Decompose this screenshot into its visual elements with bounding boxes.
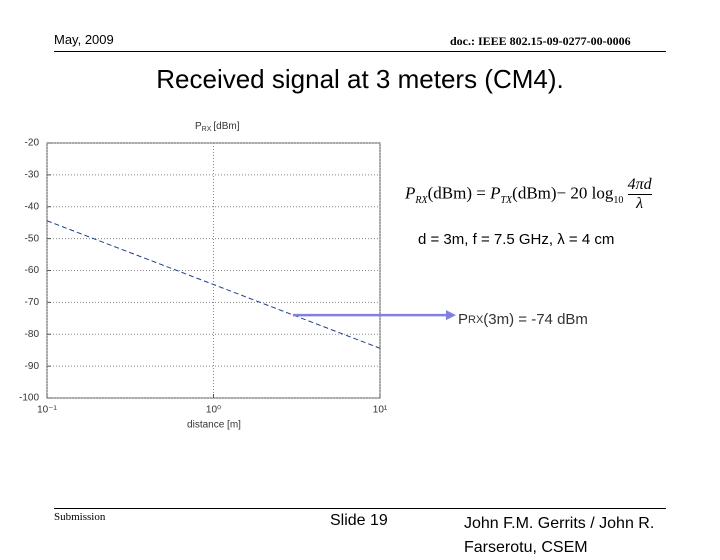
footer-left: Submission [54,511,106,523]
x-axis-label: distance [m] [187,420,241,431]
author: John F.M. Gerrits / John R. Farserotu, C… [464,515,655,556]
header-rule [54,51,666,52]
x-tick-label: 10⁰ [206,405,221,416]
y-tick-label: -90 [25,361,40,372]
formula-denominator: λ [636,195,644,212]
formula-fraction: 4πd λ [627,176,652,213]
formula-p: P [490,183,501,203]
y-tick-label: -40 [25,201,40,212]
y-label-unit: [dBm] [213,121,239,132]
y-tick-label: -60 [25,265,40,276]
footer-rule [54,508,666,509]
slide-number: Slide 19 [330,512,388,529]
series-line [46,220,381,349]
y-axis-label: PRX [dBm] [195,121,240,133]
y-label-symbol: P [195,121,202,132]
formula-eq: = [476,183,486,203]
x-tick-label: 10⁻¹ [37,405,57,416]
annotation-symbol: P [458,311,468,328]
slide-title: Received signal at 3 meters (CM4). [156,64,564,94]
formula-unit: (dBm) [512,183,557,203]
formula-sub: RX [415,194,428,206]
y-tick-label: -70 [25,297,40,308]
annotation-label: PRX(3m) = -74 dBm [458,311,588,328]
y-tick-label: -100 [19,393,39,404]
y-label-sub: RX [202,126,212,133]
chart: PRX [dBm] distance [m] -20 -30 -40 -50 -60 -70… [19,121,388,431]
parameters: d = 3m, f = 7.5 GHz, λ = 4 cm [418,231,615,248]
slide: May, 2009 doc.: IEEE 802.15-09-0277-00-0… [18,32,666,556]
y-tick-label: -80 [25,329,40,340]
formula-log: − 20 log [556,183,614,203]
annotation-text: (3m) = -74 dBm [483,311,588,328]
formula-unit: (dBm) [427,183,472,203]
date: May, 2009 [54,32,114,47]
annotation-sub: RX [468,314,484,326]
doc-id: doc.: IEEE 802.15-09-0277-00-0006 [450,34,631,48]
y-tick-label: -50 [25,233,40,244]
arrow-head [446,310,456,321]
x-tick-label: 10¹ [373,405,388,416]
formula: PRX(dBm) = PTX(dBm)− 20 log10 4πd λ [405,176,652,213]
formula-numerator: 4πd [627,176,652,195]
formula-base: 10 [613,194,624,206]
formula-p: P [405,183,416,203]
y-tick-label: -30 [25,170,40,181]
formula-sub: TX [500,194,513,206]
y-tick-label: -20 [25,138,40,149]
